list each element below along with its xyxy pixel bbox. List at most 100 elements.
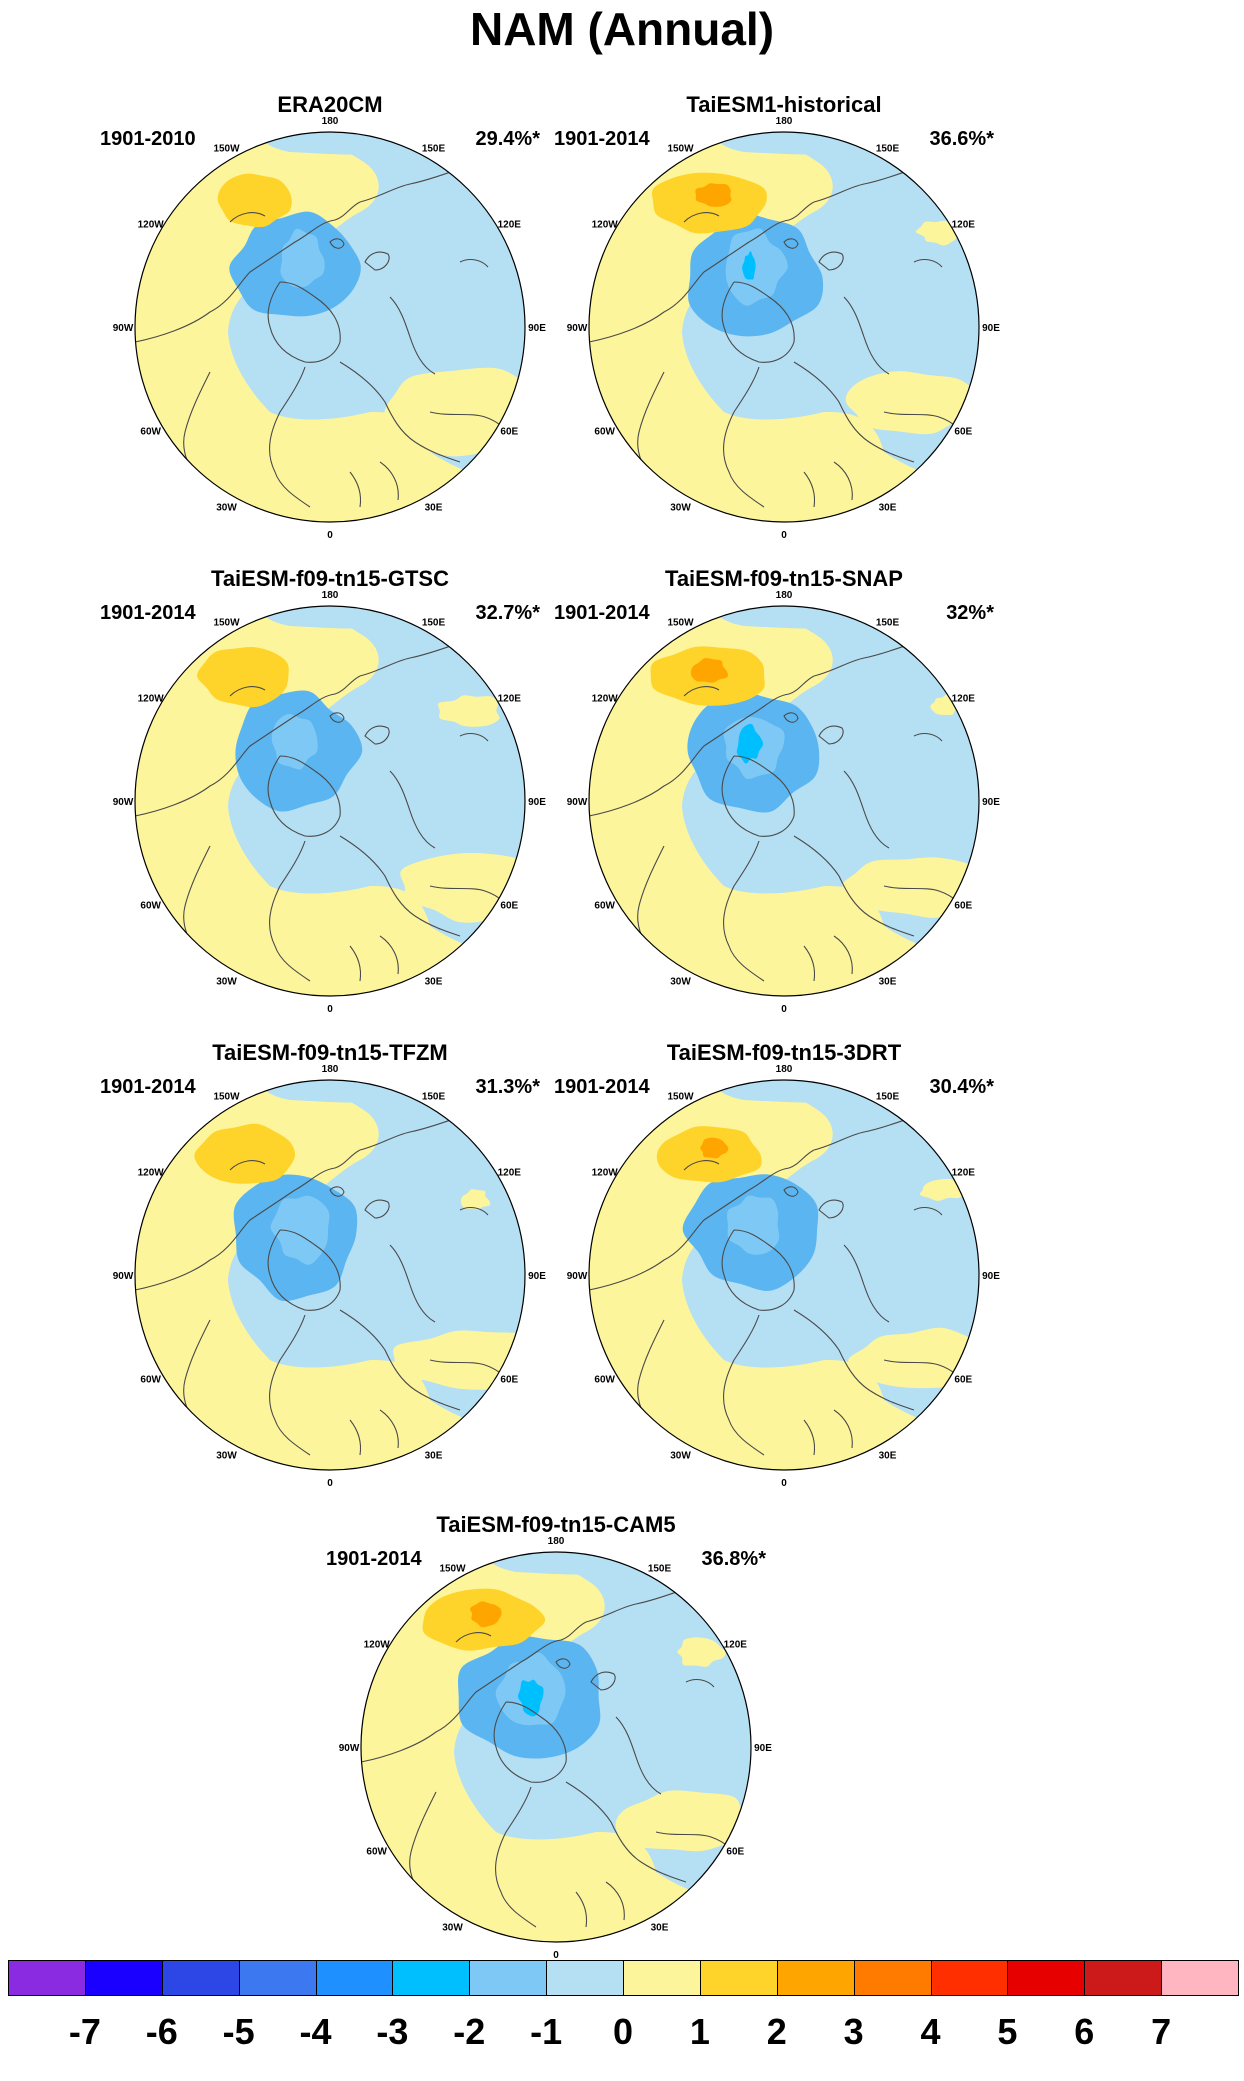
colorbar-swatch (623, 1960, 701, 1996)
longitude-label: 30W (442, 1922, 463, 1933)
map-boundary (134, 131, 526, 523)
colorbar-tick-label: 0 (612, 2011, 634, 2052)
longitude-label: 120E (498, 220, 522, 231)
colorbar-swatch (8, 1960, 86, 1996)
longitude-label: 30E (425, 976, 443, 987)
longitude-label: 120E (498, 1168, 522, 1179)
colorbar-tick-label: 1 (689, 2011, 710, 2052)
pacific-positive-center (194, 1123, 296, 1184)
panel-explained-variance: 32%* (946, 602, 994, 624)
longitude-label: 30E (879, 976, 897, 987)
colorbar-tick-label: -3 (376, 2011, 409, 2052)
colorbar-tick-label: -7 (68, 2011, 101, 2052)
longitude-labels: 180 150E 120E 90E 60E 30E 0 30W 60W 90W 120W 150W (113, 116, 547, 541)
longitude-label: 30W (670, 1450, 691, 1461)
colorbar-swatch (1007, 1960, 1086, 1996)
panel-explained-variance: 29.4%* (475, 128, 541, 150)
longitude-label: 120W (592, 1168, 619, 1179)
panel-title: ERA20CM (277, 92, 383, 117)
map-panel-tfzm: TaiESM-f09-tn15-TFZM 180 150E 120E 90E 60E 30E… (100, 1040, 560, 1510)
colorbar-tick-label: -2 (453, 2011, 486, 2052)
longitude-label: 60E (500, 901, 518, 912)
map-panel-taiesm1-historical: TaiESM1-historical 180 150E 120E 90E 60E 30E 0 3… (554, 92, 1014, 562)
colorbar: -7 -6 -5 -4 -3 -2 -1 0 1 2 3 4 5 6 7 (8, 1960, 1239, 2080)
colorbar-tick-label: 7 (1151, 2011, 1172, 2052)
longitude-label: 0 (327, 530, 333, 541)
map-boundary (134, 605, 526, 997)
longitude-label: 30E (425, 1450, 443, 1461)
colorbar-swatch (776, 1960, 855, 1996)
panel-period: 1901-2014 (554, 128, 650, 150)
colorbar-tick-label: 5 (997, 2011, 1018, 2052)
longitude-label: 90E (982, 797, 1000, 808)
panel-period: 1901-2014 (100, 602, 196, 624)
colorbar-swatch (1161, 1960, 1239, 1996)
nam-pattern-field (135, 1080, 525, 1470)
colorbar-swatch (84, 1960, 163, 1996)
nam-pattern-field (361, 1552, 751, 1942)
colorbar-swatch (161, 1960, 240, 1996)
panel-period: 1901-2014 (326, 1548, 422, 1570)
longitude-label: 150W (667, 618, 694, 629)
longitude-label: 60W (594, 427, 615, 438)
longitude-label: 90E (982, 323, 1000, 334)
longitude-label: 120E (498, 694, 522, 705)
panel-title: TaiESM-f09-tn15-TFZM (212, 1040, 448, 1065)
map-boundary (588, 605, 980, 997)
longitude-label: 60E (954, 1375, 972, 1386)
colorbar-tick-label: -6 (145, 2011, 178, 2052)
longitude-label: 150E (876, 144, 900, 155)
longitude-label: 60E (954, 901, 972, 912)
longitude-label: 30E (425, 502, 443, 513)
longitude-label: 60W (140, 427, 161, 438)
longitude-label: 30E (879, 1450, 897, 1461)
map-panel-cam5: TaiESM-f09-tn15-CAM5 180 150E 120E 90E 60E 30E… (326, 1512, 786, 1982)
colorbar-swatch (699, 1960, 778, 1996)
longitude-label: 150E (648, 1564, 672, 1575)
longitude-label: 180 (776, 590, 793, 601)
longitude-label: 150W (213, 144, 240, 155)
longitude-label: 150W (213, 1092, 240, 1103)
polar-map: 180 150E 120E 90E 60E 30E 0 30W 60W 90W 120W 150W (567, 1064, 1001, 1489)
longitude-label: 60W (594, 1375, 615, 1386)
polar-map: 180 150E 120E 90E 60E 30E 0 30W 60W 90W 120W 150W (567, 590, 1001, 1015)
longitude-label: 30W (216, 1450, 237, 1461)
longitude-label: 60E (954, 427, 972, 438)
longitude-label: 120W (592, 220, 619, 231)
map-panel-gtsc: TaiESM-f09-tn15-GTSC 180 150E 120E 90E 60E 30E… (100, 566, 560, 1036)
longitude-label: 0 (781, 1004, 787, 1015)
longitude-label: 150W (667, 144, 694, 155)
longitude-label: 60W (366, 1847, 387, 1858)
colorbar-tick-label: -5 (222, 2011, 255, 2052)
panel-period: 1901-2010 (100, 128, 196, 150)
longitude-labels: 180 150E 120E 90E 60E 30E 0 30W 60W 90W 120W 150W (113, 590, 547, 1015)
nam-pattern-field (135, 132, 525, 522)
panel-period: 1901-2014 (100, 1076, 196, 1098)
longitude-label: 0 (781, 1478, 787, 1489)
panel-explained-variance: 30.4%* (929, 1076, 995, 1098)
longitude-label: 120E (952, 694, 976, 705)
longitude-label: 180 (322, 590, 339, 601)
longitude-label: 0 (553, 1950, 559, 1961)
longitude-label: 90W (113, 323, 134, 334)
longitude-label: 120E (952, 220, 976, 231)
longitude-label: 150E (422, 618, 446, 629)
pacific-positive-center (197, 646, 289, 708)
longitude-label: 180 (548, 1536, 565, 1547)
longitude-label: 0 (781, 530, 787, 541)
colorbar-tick-label: 4 (920, 2011, 941, 2052)
longitude-label: 30W (216, 502, 237, 513)
longitude-label: 150E (876, 618, 900, 629)
longitude-label: 30W (216, 976, 237, 987)
longitude-labels: 180 150E 120E 90E 60E 30E 0 30W 60W 90W 120W 150W (567, 1064, 1001, 1489)
map-boundary (134, 1079, 526, 1471)
polar-map: 180 150E 120E 90E 60E 30E 0 30W 60W 90W 120W 150W (113, 1064, 547, 1489)
figure-title: NAM (Annual) (469, 3, 775, 55)
longitude-label: 120W (138, 694, 165, 705)
longitude-label: 90E (528, 1271, 546, 1282)
panel-period: 1901-2014 (554, 1076, 650, 1098)
longitude-label: 90E (982, 1271, 1000, 1282)
map-panel-snap: TaiESM-f09-tn15-SNAP 180 150E 120E 90E 60E 30E… (554, 566, 1014, 1036)
longitude-label: 60W (140, 1375, 161, 1386)
longitude-label: 150E (422, 144, 446, 155)
